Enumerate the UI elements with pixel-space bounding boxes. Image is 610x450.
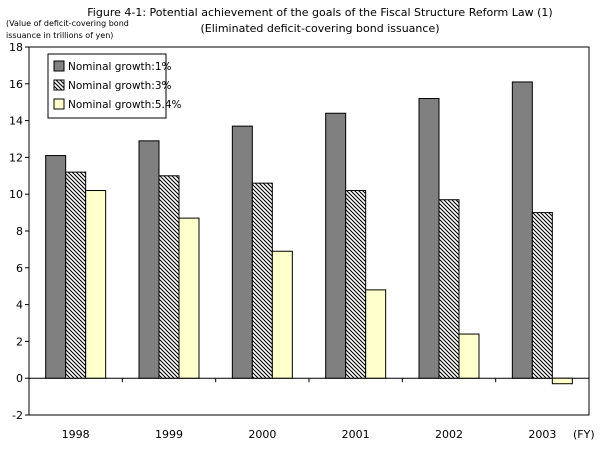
y-tick-label: 8 [16,225,23,238]
x-category-label: 2002 [435,428,463,441]
legend-swatch-1 [53,60,65,72]
bar-2002-series-1 [418,98,440,379]
bar-2002-series-3 [458,333,480,379]
bar-2000-series-1 [231,125,253,379]
bar-2003-series-2 [531,212,553,379]
bar-1999-series-3 [178,217,200,379]
bar-2003-series-3 [551,377,573,385]
y-tick-label: 16 [9,78,23,91]
bar-2003-series-1 [511,81,533,379]
bar-1998-series-1 [45,155,67,379]
y-tick-label: 10 [9,188,23,201]
x-category-label: 2001 [342,428,370,441]
chart-subtitle: (Eliminated deficit-covering bond issuan… [200,22,439,35]
y-tick-label: 0 [16,372,23,385]
legend-box [47,53,167,119]
plot-area: -2 0 2 4 6 8 10 12 14 16 18 1998 1999 2000 2001 2002 200… [9,41,590,441]
bar-2001-series-1 [325,112,347,379]
bar-2001-series-2 [345,190,367,379]
x-category-label: 2003 [528,428,556,441]
legend-swatch-2 [53,79,65,91]
bar-2000-series-3 [271,250,293,379]
y-tick-label: 12 [9,151,23,164]
legend-label-2: Nominal growth:3% [68,80,172,92]
y-axis-label-line-1: (Value of deficit-covering bond [6,19,129,28]
y-tick-label: 2 [16,335,23,348]
bar-2001-series-3 [365,289,387,379]
legend-swatch-3 [53,98,65,110]
x-axis-unit: (FY) [573,428,595,441]
x-category-label: 1998 [62,428,90,441]
bar-2000-series-2 [251,182,273,379]
bar-2002-series-2 [438,199,460,379]
bar-1998-series-2 [65,171,87,379]
y-tick-label: 18 [9,41,23,54]
x-category-label: 1999 [155,428,183,441]
chart-title: Figure 4-1: Potential achievement of the… [87,6,552,19]
legend: Nominal growth:1% Nominal growth:3% Nomi… [47,53,182,119]
bar-1998-series-3 [85,190,107,379]
y-tick-label: 14 [9,115,23,128]
y-tick-label: 6 [16,262,23,275]
y-tick-label: -2 [12,409,23,422]
y-axis-label-line-2: issuance in trillions of yen) [6,31,113,40]
y-tick-label: 4 [16,299,23,312]
legend-label-1: Nominal growth:1% [68,61,172,73]
legend-label-3: Nominal growth:5.4% [68,99,182,111]
bar-1999-series-2 [158,175,180,379]
bar-1999-series-1 [138,140,160,379]
x-category-label: 2000 [248,428,276,441]
